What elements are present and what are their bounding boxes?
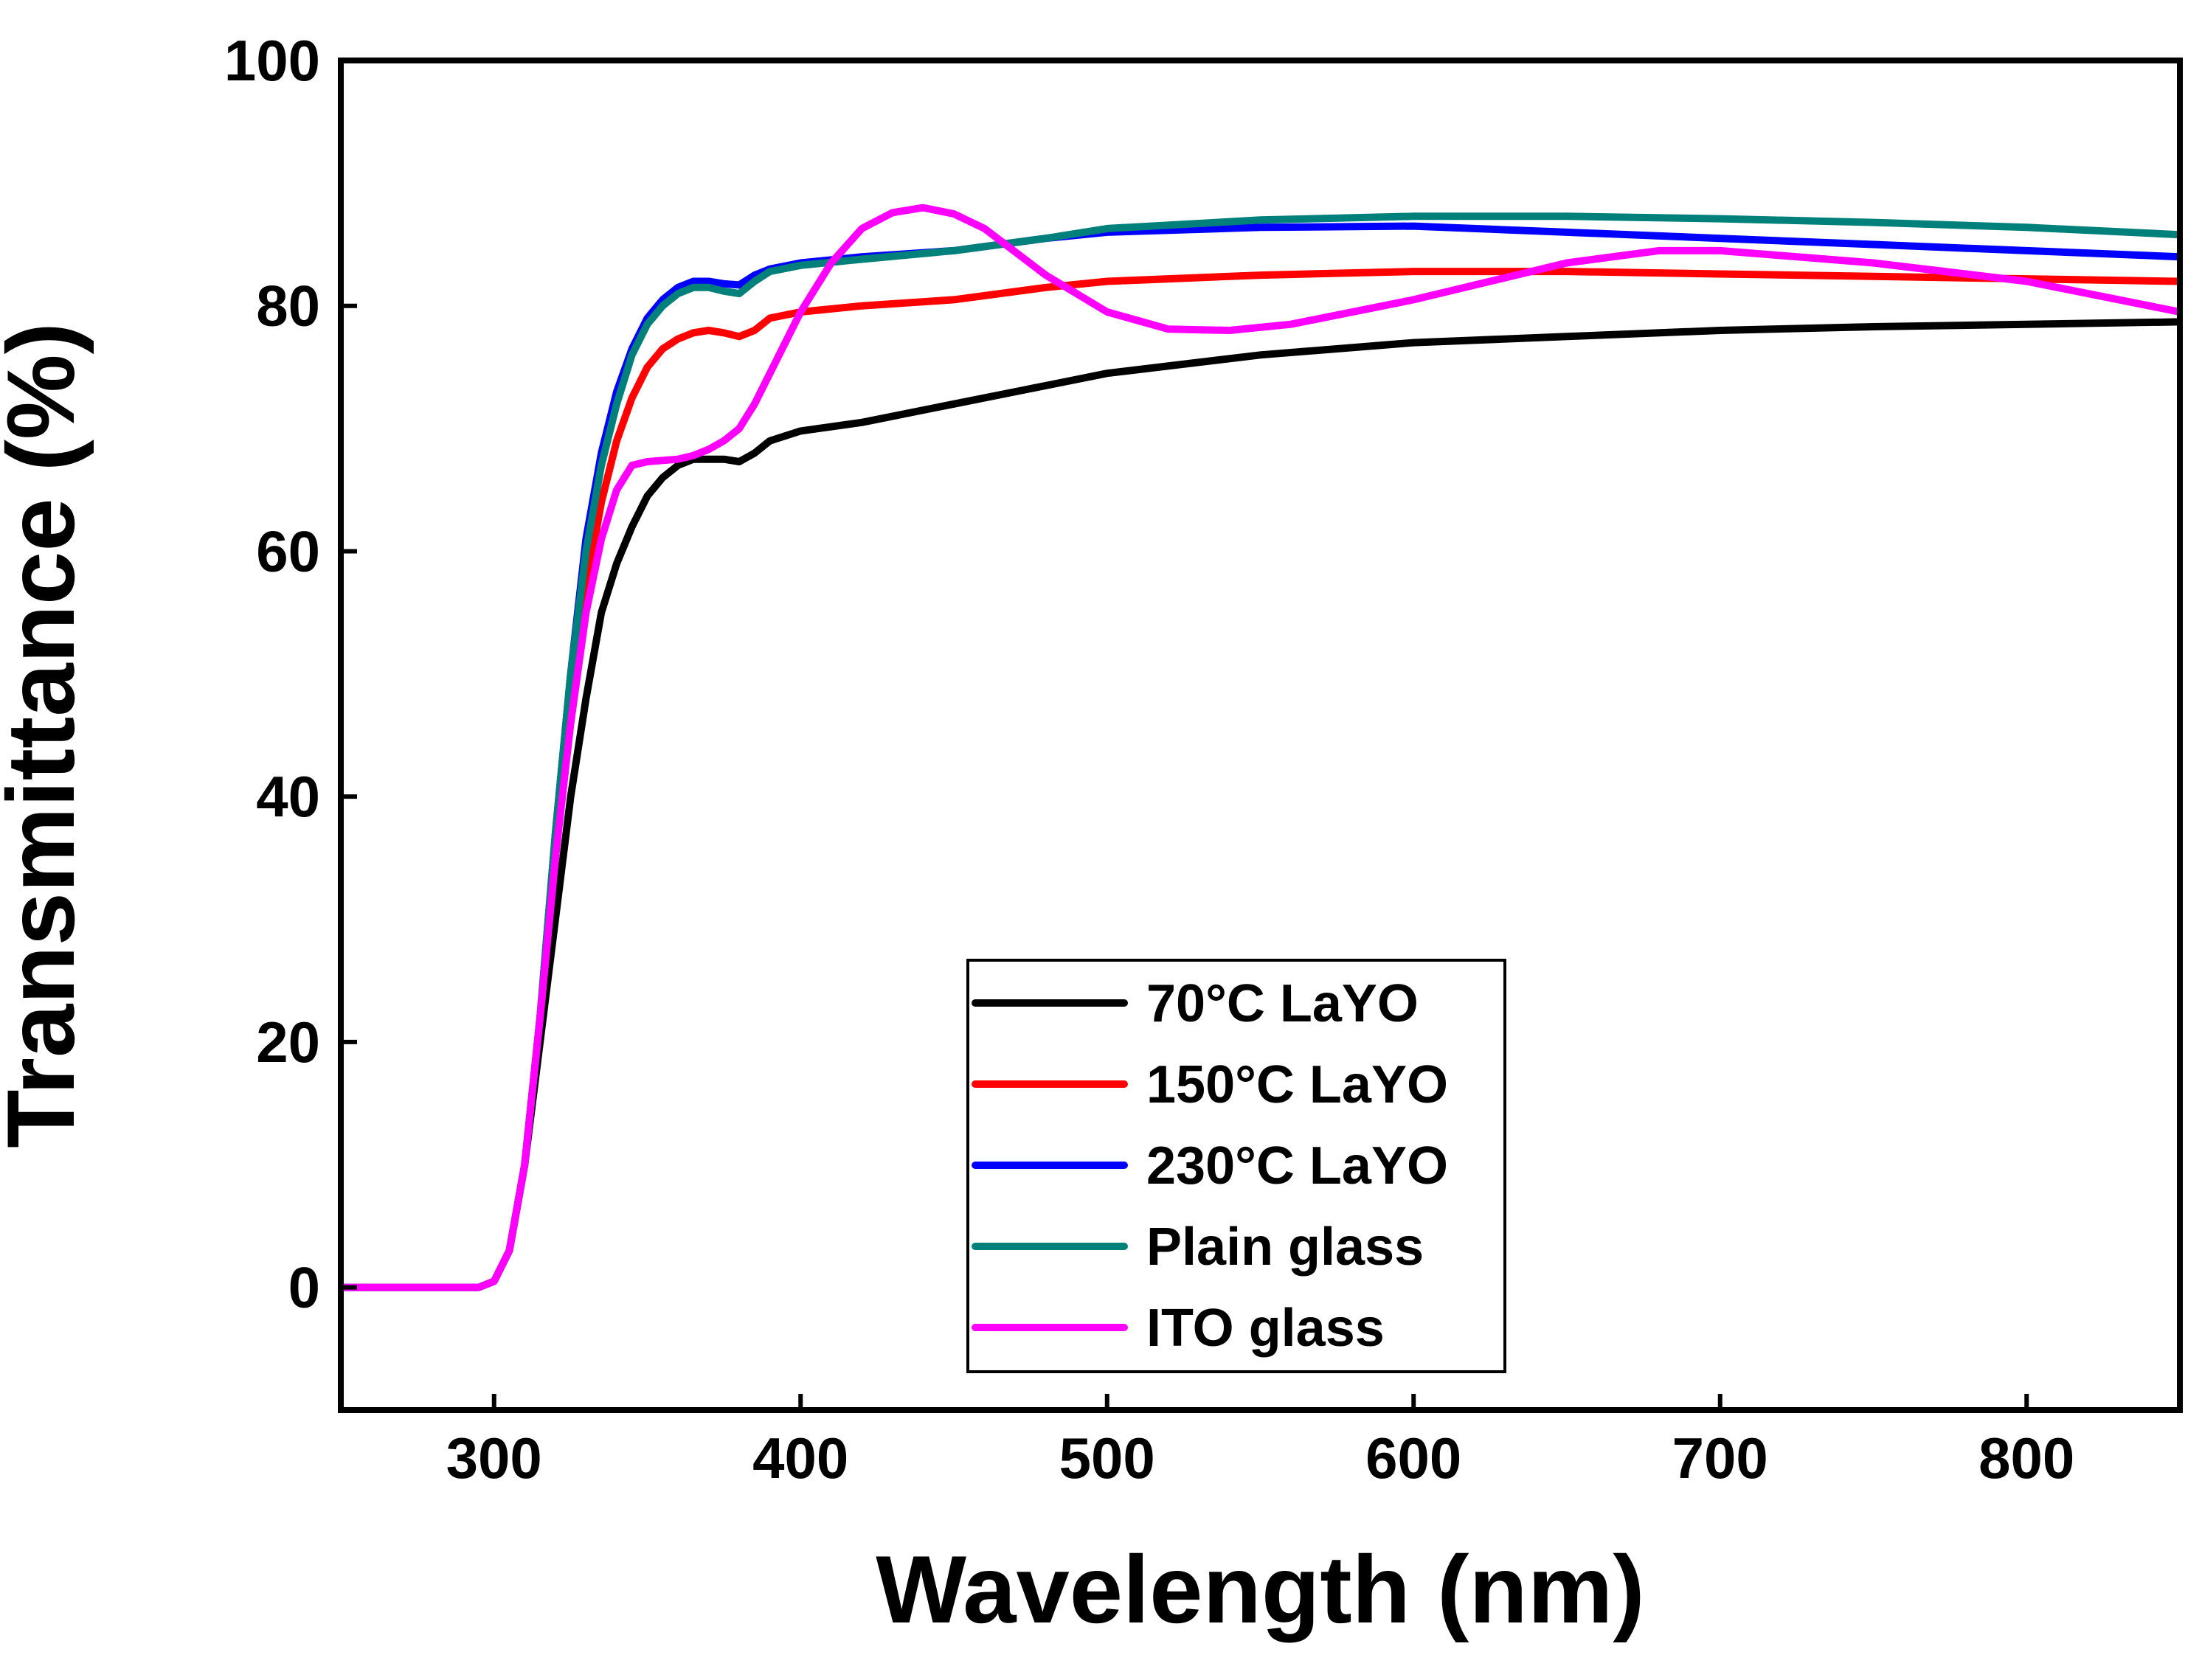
x-tick-label: 300 [446, 1426, 542, 1490]
x-tick-label: 800 [1978, 1426, 2074, 1490]
x-tick-label: 600 [1365, 1426, 1461, 1490]
legend-label-5: ITO glass [1146, 1299, 1385, 1358]
y-tick-label: 80 [256, 274, 320, 339]
legend-label-3: 230°C LaYO [1146, 1136, 1448, 1195]
y-tick-label: 40 [256, 764, 320, 829]
y-tick-label: 60 [256, 518, 320, 583]
y-axis-title: Transmittance (%) [0, 322, 94, 1148]
ticks-layer: 300 400 500 600 700 800 0 20 40 60 80 100 [224, 28, 2074, 1490]
legend: 70°C LaYO 150°C LaYO 230°C LaYO Plain glass… [966, 959, 1506, 1373]
y-tick-label: 100 [224, 28, 320, 93]
legend-label-4: Plain glass [1146, 1218, 1424, 1277]
plot-frame [338, 58, 2183, 1413]
legend-label-1: 70°C LaYO [1146, 974, 1419, 1033]
y-tick-label: 20 [256, 1010, 320, 1075]
y-tick-label: 0 [288, 1255, 320, 1320]
x-tick-label: 400 [752, 1426, 848, 1490]
legend-label-2: 150°C LaYO [1146, 1055, 1448, 1114]
x-tick-label: 500 [1059, 1426, 1155, 1490]
series-line-5 [341, 204, 2180, 1291]
x-axis-title: Wavelength (nm) [876, 1535, 1644, 1643]
series-layer [341, 204, 2180, 1291]
x-tick-label: 700 [1672, 1426, 1768, 1490]
